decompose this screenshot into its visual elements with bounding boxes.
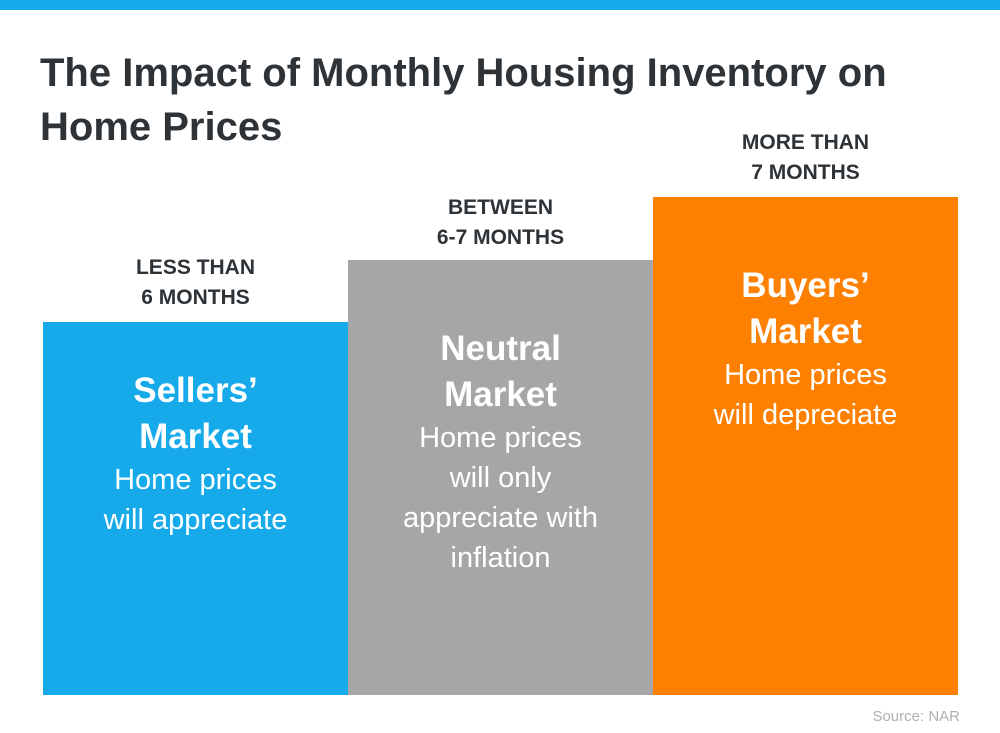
box-heading: Market xyxy=(444,375,557,414)
top-accent-bar xyxy=(0,0,1000,10)
label-line: LESS THAN xyxy=(135,256,255,279)
neutral-inventory-label: BETWEEN 6-7 MONTHS xyxy=(348,193,653,253)
label-line: 6-7 MONTHS xyxy=(436,226,565,249)
label-line: 6 MONTHS xyxy=(141,286,250,309)
source-note: Source: NAR xyxy=(872,708,960,725)
box-body-line: appreciate with xyxy=(402,502,599,534)
box-heading: Market xyxy=(139,417,252,456)
box-heading: Sellers’ xyxy=(133,371,258,410)
box-heading: Neutral xyxy=(440,329,561,368)
box-body-line: will only xyxy=(449,462,552,494)
buyers-market-box: Buyers’ Market Home prices will deprecia… xyxy=(653,197,958,695)
label-line: MORE THAN xyxy=(741,131,870,154)
label-line: BETWEEN xyxy=(448,196,553,219)
buyers-inventory-label: MORE THAN 7 MONTHS xyxy=(653,128,958,188)
sellers-market-box: Sellers’ Market Home prices will appreci… xyxy=(43,322,348,695)
box-heading: Buyers’ xyxy=(741,266,870,305)
page-title: The Impact of Monthly Housing Inventory … xyxy=(40,51,887,149)
box-body-line: will depreciate xyxy=(713,399,898,431)
box-body-line: Home prices xyxy=(419,422,582,454)
sellers-inventory-label: LESS THAN 6 MONTHS xyxy=(43,253,348,313)
box-body-line: will appreciate xyxy=(103,504,288,536)
box-body-line: Home prices xyxy=(724,359,887,391)
label-line: 7 MONTHS xyxy=(751,161,860,184)
box-body-line: inflation xyxy=(450,542,551,574)
box-heading: Market xyxy=(749,312,862,351)
neutral-market-box: Neutral Market Home prices will only app… xyxy=(348,260,653,695)
box-body-line: Home prices xyxy=(114,464,277,496)
